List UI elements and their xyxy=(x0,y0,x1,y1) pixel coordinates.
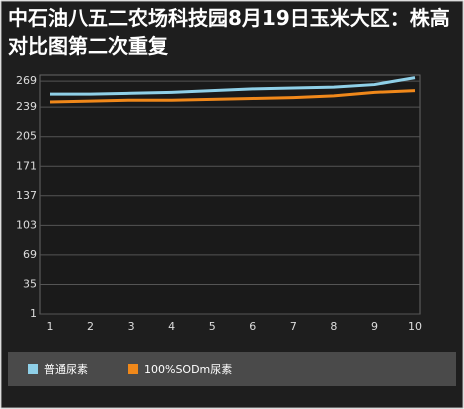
legend-bar xyxy=(8,352,456,386)
x-tick-label: 10 xyxy=(408,320,422,333)
y-tick-label: 171 xyxy=(16,159,37,172)
y-tick-label: 137 xyxy=(16,189,37,202)
x-tick-label: 4 xyxy=(168,320,175,333)
chart-title: 中石油八五二农场科技园8月19日玉米大区：株高对比图第二次重复 xyxy=(8,6,450,58)
y-tick-label: 103 xyxy=(16,218,37,231)
legend-swatch xyxy=(128,364,138,374)
legend-label: 100%SODm尿素 xyxy=(144,363,232,376)
x-tick-label: 3 xyxy=(128,320,135,333)
y-tick-label: 205 xyxy=(16,130,37,143)
x-tick-label: 6 xyxy=(249,320,256,333)
data-line xyxy=(49,89,416,104)
x-tick-label: 8 xyxy=(330,320,337,333)
x-tick-label: 2 xyxy=(87,320,94,333)
x-tick-label: 9 xyxy=(371,320,378,333)
data-line xyxy=(50,76,416,96)
legend-label: 普通尿素 xyxy=(44,362,88,376)
y-tick-label: 1 xyxy=(30,307,37,320)
x-tick-label: 5 xyxy=(209,320,216,333)
x-tick-label: 7 xyxy=(290,320,297,333)
x-tick-label: 1 xyxy=(47,320,54,333)
legend-swatch xyxy=(28,364,38,374)
plot-area xyxy=(39,74,421,315)
title-box: 中石油八五二农场科技园8月19日玉米大区：株高对比图第二次重复 xyxy=(8,6,450,58)
y-tick-label: 269 xyxy=(16,74,37,87)
y-tick-label: 239 xyxy=(16,100,37,113)
y-tick-label: 69 xyxy=(23,248,37,261)
y-tick-label: 35 xyxy=(23,277,37,290)
